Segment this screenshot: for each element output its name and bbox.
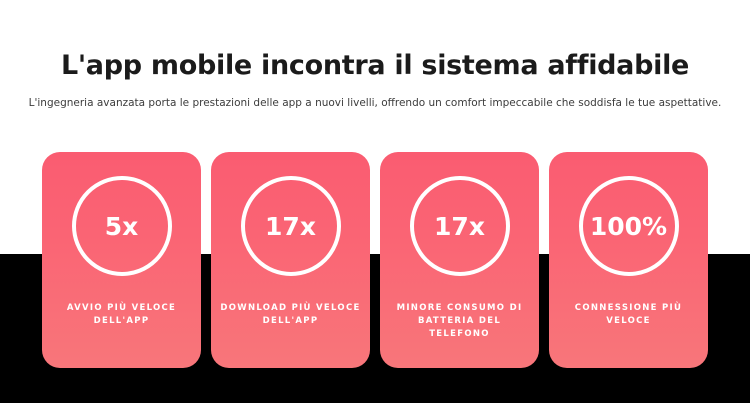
- stat-card-avvio[interactable]: 5x Avvio più veloce dell'app: [42, 152, 201, 368]
- page-subtitle: L'ingegneria avanzata porta le prestazio…: [28, 97, 722, 110]
- stat-value: 100%: [589, 211, 668, 241]
- page-title: L'app mobile incontra il sistema affidab…: [60, 50, 690, 81]
- stat-value: 17x: [265, 211, 316, 241]
- stat-card-download[interactable]: 17x Download più veloce dell'app: [211, 152, 370, 368]
- stat-card-list: 5x Avvio più veloce dell'app 17x Downloa…: [42, 152, 708, 368]
- stat-value: 17x: [434, 211, 485, 241]
- stat-label: Download più veloce dell'app: [220, 303, 361, 327]
- stat-circle: 17x: [409, 176, 510, 276]
- section-header: L'app mobile incontra il sistema affidab…: [0, 0, 750, 111]
- stat-label: Connessione più veloce: [574, 303, 683, 327]
- stat-card-batteria[interactable]: 17x Minore consumo di batteria del telef…: [380, 152, 539, 368]
- stat-label: Minore consumo di batteria del telefono: [396, 303, 523, 340]
- stat-value: 5x: [104, 211, 139, 241]
- stat-circle: 17x: [240, 176, 341, 276]
- stat-label: Avvio più veloce dell'app: [66, 303, 177, 327]
- stat-card-connessione[interactable]: 100% Connessione più veloce: [549, 152, 708, 368]
- stat-circle: 100%: [578, 176, 679, 276]
- stat-circle: 5x: [71, 176, 172, 276]
